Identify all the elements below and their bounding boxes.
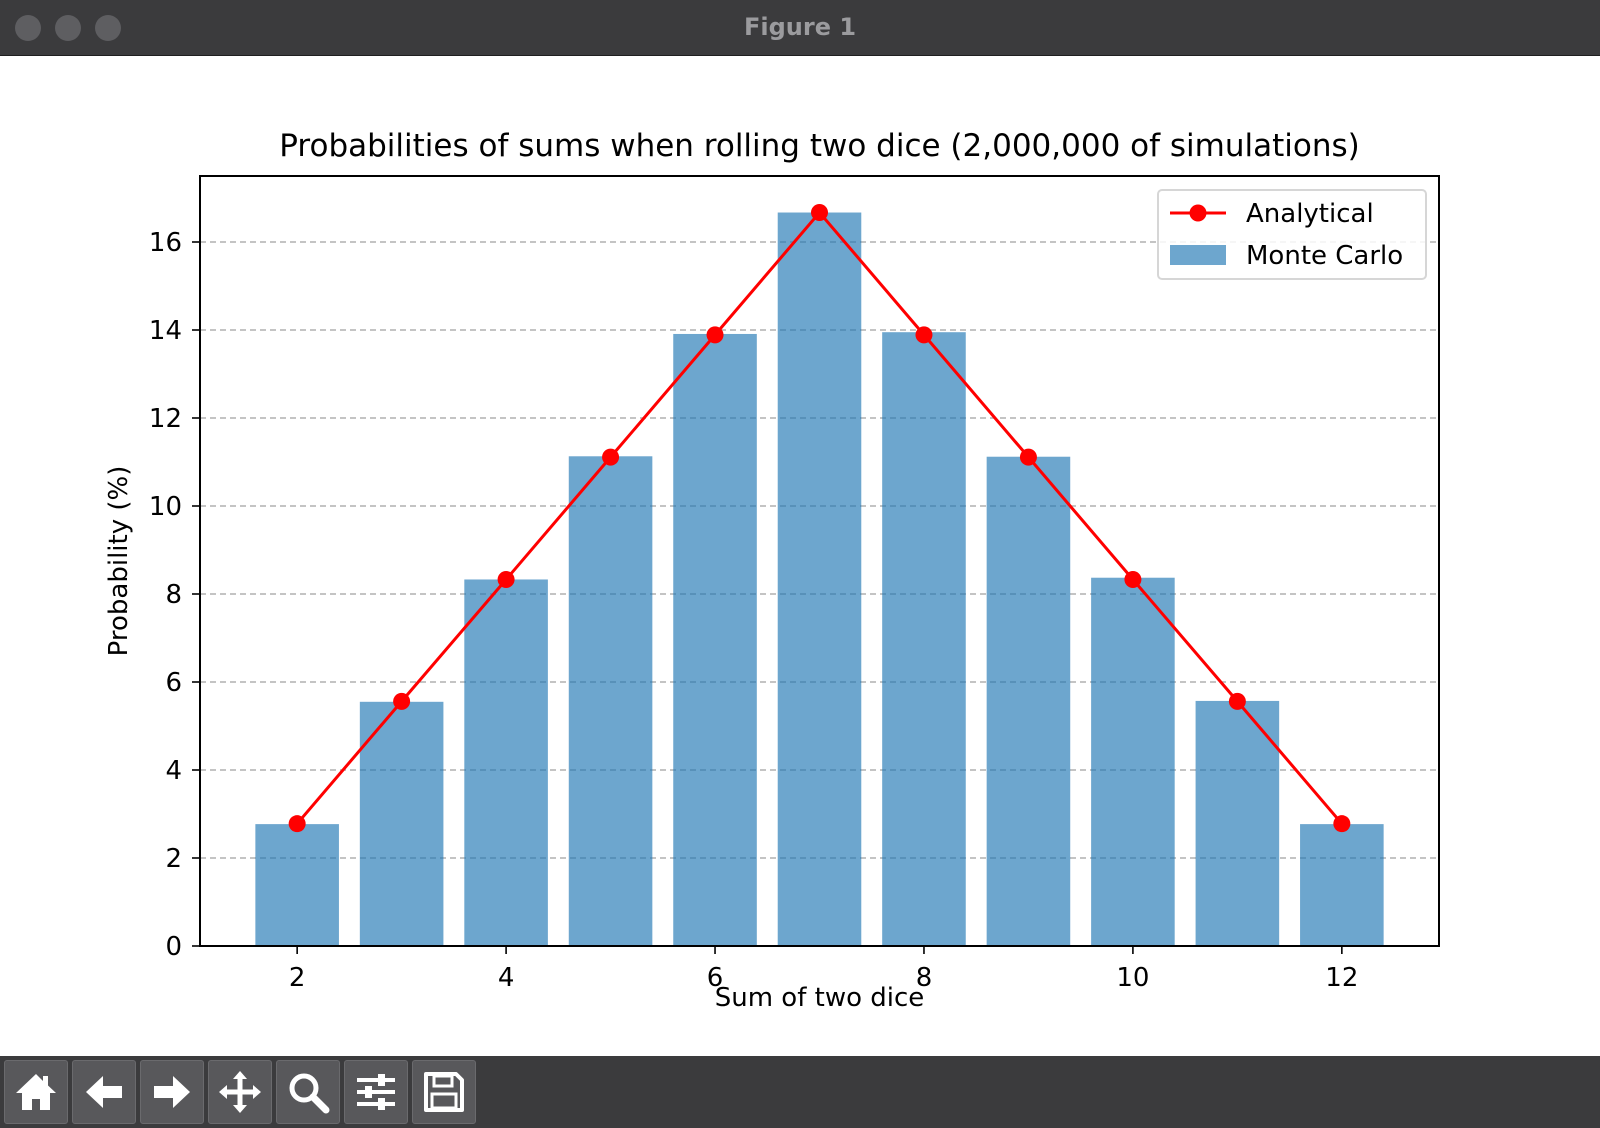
home-button[interactable] <box>4 1060 68 1124</box>
y-tick-label: 6 <box>165 668 182 698</box>
analytical-point-10 <box>1124 570 1142 588</box>
y-tick-label: 12 <box>149 404 182 434</box>
bar-sum-9 <box>986 456 1071 946</box>
analytical-point-4 <box>497 570 515 588</box>
analytical-point-2 <box>288 815 306 833</box>
configure-subplots-button[interactable] <box>344 1060 408 1124</box>
bar-sum-3 <box>359 701 444 946</box>
navigation-toolbar <box>0 1056 1600 1128</box>
figure-canvas: 2 4 6 8 10 12 0 2 4 6 8 10 12 14 16 Probabilities of su… <box>0 56 1600 1056</box>
pan-button[interactable] <box>208 1060 272 1124</box>
bar-sum-7 <box>777 212 862 946</box>
bar-sum-12 <box>1300 824 1384 946</box>
y-tick-label: 16 <box>149 228 182 258</box>
bar-sum-5 <box>568 456 653 946</box>
plot-frame <box>199 175 1440 947</box>
analytical-point-7 <box>811 204 828 222</box>
minimize-window-button[interactable] <box>55 15 81 41</box>
home-icon <box>16 1074 56 1110</box>
back-button[interactable] <box>72 1060 136 1124</box>
chart: 2 4 6 8 10 12 0 2 4 6 8 10 12 14 16 Probabilities of su… <box>104 128 1440 1013</box>
sliders-icon <box>357 1074 395 1110</box>
legend-label-analytical: Analytical <box>1246 199 1374 229</box>
close-window-button[interactable] <box>15 15 41 41</box>
zoom-window-button[interactable] <box>95 15 121 41</box>
chart-title: Probabilities of sums when rolling two d… <box>279 128 1359 164</box>
x-axis-label: Sum of two dice <box>715 983 925 1013</box>
x-tick-label: 8 <box>916 963 933 993</box>
forward-button[interactable] <box>140 1060 204 1124</box>
legend-line-marker <box>1189 204 1207 222</box>
y-tick-label: 14 <box>149 316 182 346</box>
x-tick-label: 4 <box>498 963 515 993</box>
analytical-point-8 <box>915 326 933 344</box>
window-titlebar: Figure 1 <box>0 0 1600 56</box>
y-tick-label: 0 <box>165 932 182 962</box>
y-axis-label: Probability (%) <box>104 466 134 657</box>
analytical-point-6 <box>706 326 724 344</box>
analytical-point-3 <box>393 692 411 710</box>
bar-sum-6 <box>673 333 757 947</box>
y-tick-label: 10 <box>149 492 182 522</box>
move-icon <box>219 1071 261 1113</box>
y-tick-label: 4 <box>165 756 182 786</box>
magnifier-icon <box>289 1073 330 1114</box>
analytical-point-12 <box>1333 815 1351 833</box>
analytical-point-5 <box>602 448 620 466</box>
bar-sum-2 <box>255 824 339 946</box>
x-tick-label: 6 <box>707 963 724 993</box>
bar-sum-10 <box>1091 577 1175 946</box>
x-tick-label: 12 <box>1325 963 1358 993</box>
bar-sum-11 <box>1195 700 1280 946</box>
window-title: Figure 1 <box>743 13 857 41</box>
arrow-right-icon <box>154 1076 190 1108</box>
floppy-disk-icon <box>424 1072 464 1112</box>
save-button[interactable] <box>412 1060 476 1124</box>
bar-sum-4 <box>464 579 548 946</box>
analytical-point-11 <box>1228 692 1246 710</box>
analytical-point-9 <box>1019 448 1037 466</box>
arrow-left-icon <box>86 1076 122 1108</box>
bar-sum-8 <box>882 332 966 946</box>
y-tick-label: 8 <box>165 580 182 610</box>
legend-bar-swatch <box>1170 245 1226 265</box>
x-tick-label: 2 <box>289 963 306 993</box>
legend-label-monte-carlo: Monte Carlo <box>1246 241 1403 271</box>
zoom-button[interactable] <box>276 1060 340 1124</box>
y-tick-label: 2 <box>165 844 182 874</box>
x-tick-label: 10 <box>1116 963 1149 993</box>
